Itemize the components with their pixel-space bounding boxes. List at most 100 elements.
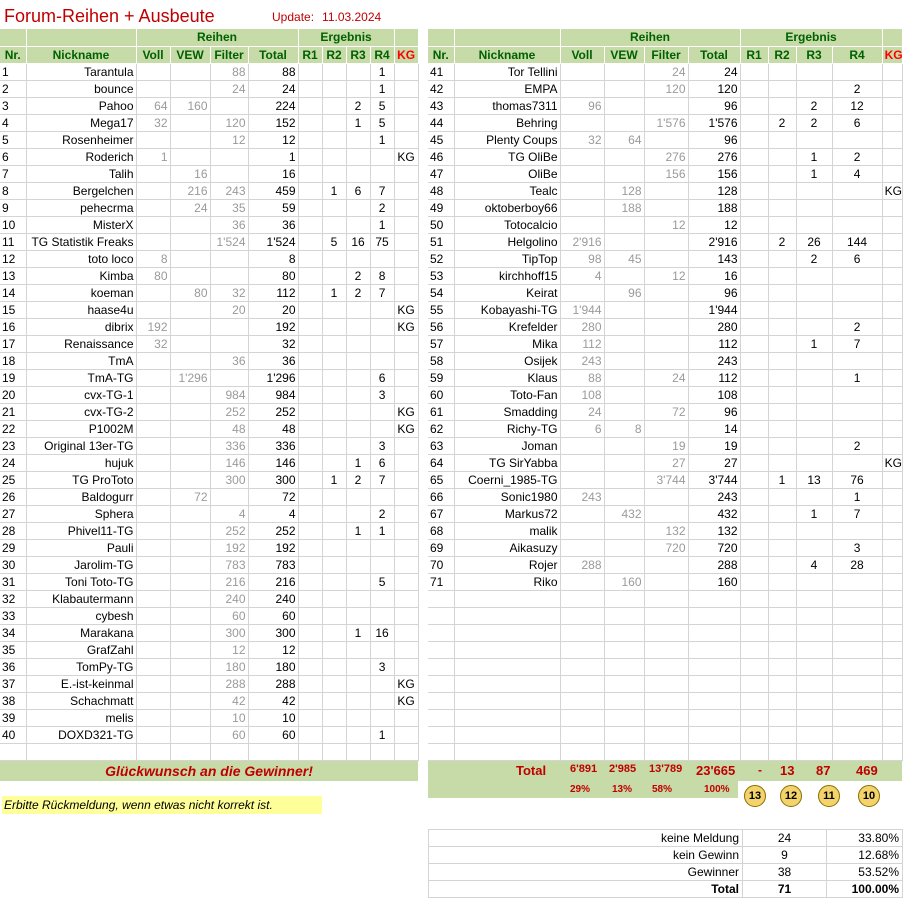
row-vew <box>170 318 211 336</box>
row-nickname: Marakana <box>26 624 137 642</box>
row-r1 <box>740 318 769 336</box>
row-r3 <box>346 675 371 693</box>
row-nickname: Renaissance <box>26 335 137 353</box>
row-nr: 33 <box>0 607 27 625</box>
col-r2: R2 <box>322 46 347 64</box>
row-kg <box>394 63 419 81</box>
totals-r2: 13 <box>780 763 795 778</box>
row-vew <box>170 233 211 251</box>
table-row: 40 DOXD321-TG 60 60 1 <box>0 726 419 744</box>
row-r1 <box>740 539 769 557</box>
row-r3 <box>346 539 371 557</box>
row-nickname: cybesh <box>26 607 137 625</box>
row-voll <box>136 284 171 302</box>
row-nr: 11 <box>0 233 27 251</box>
row-total: 27 <box>688 454 741 472</box>
row-total: 10 <box>248 709 299 727</box>
table-row: 19 TmA-TG 1'296 1'296 6 <box>0 369 419 387</box>
row-nr: 63 <box>428 437 455 455</box>
row-total: 36 <box>248 352 299 370</box>
row-nr: 62 <box>428 420 455 438</box>
row-r1 <box>298 420 323 438</box>
table-row: 28 Phivel11-TG 252 252 1 1 <box>0 522 419 540</box>
row-kg <box>394 369 419 387</box>
row-filter: 156 <box>644 165 689 183</box>
row-filter <box>644 488 689 506</box>
row-r3 <box>346 658 371 676</box>
row-r2 <box>322 573 347 591</box>
row-r1 <box>298 641 323 659</box>
row-r4 <box>370 148 395 166</box>
table-row: 23 Original 13er-TG 336 336 3 <box>0 437 419 455</box>
row-kg <box>882 199 903 217</box>
row-r4: 2 <box>832 437 883 455</box>
table-row: 15 haase4u 20 20 KG <box>0 301 419 319</box>
row-r2 <box>322 658 347 676</box>
row-kg: KG <box>882 454 903 472</box>
row-nickname: Aikasuzy <box>454 539 561 557</box>
table-row: 33 cybesh 60 60 <box>0 607 419 625</box>
row-r2 <box>322 131 347 149</box>
row-r4: 28 <box>832 556 883 574</box>
row-total: 240 <box>248 590 299 608</box>
row-filter: 36 <box>210 216 249 234</box>
row-kg <box>882 267 903 285</box>
table-row-empty <box>428 743 903 761</box>
row-total: 60 <box>248 607 299 625</box>
row-nr: 48 <box>428 182 455 200</box>
row-r2 <box>322 335 347 353</box>
row-r2 <box>768 403 797 421</box>
row-nr: 26 <box>0 488 27 506</box>
row-filter: 24 <box>644 63 689 81</box>
row-nickname: TG ProToto <box>26 471 137 489</box>
row-r1 <box>740 63 769 81</box>
row-vew <box>170 131 211 149</box>
row-r1 <box>740 80 769 98</box>
row-r4 <box>370 709 395 727</box>
table-row: 29 Pauli 192 192 <box>0 539 419 557</box>
summary-row: keine Meldung 24 33.80% <box>428 829 903 847</box>
row-total: 20 <box>248 301 299 319</box>
row-voll <box>136 573 171 591</box>
row-total: 16 <box>688 267 741 285</box>
row-total: 24 <box>248 80 299 98</box>
row-nickname: Osijek <box>454 352 561 370</box>
row-r1 <box>298 556 323 574</box>
trophy-10-icon: 10 <box>858 785 880 807</box>
row-r3 <box>346 556 371 574</box>
row-kg: KG <box>394 403 419 421</box>
row-voll <box>136 352 171 370</box>
row-r1 <box>298 148 323 166</box>
row-filter <box>644 250 689 268</box>
row-r2 <box>768 386 797 404</box>
row-vew <box>170 267 211 285</box>
row-kg <box>394 250 419 268</box>
row-nr: 6 <box>0 148 27 166</box>
row-r1 <box>298 80 323 98</box>
row-vew <box>170 403 211 421</box>
table-row: 60 Toto-Fan 108 108 <box>428 386 903 404</box>
row-vew: 80 <box>170 284 211 302</box>
row-r1 <box>298 590 323 608</box>
row-vew <box>604 386 645 404</box>
row-r4: 2 <box>832 80 883 98</box>
row-nickname: Plenty Coups <box>454 131 561 149</box>
row-vew <box>170 437 211 455</box>
row-kg <box>394 641 419 659</box>
col-nickname-right: Nickname <box>454 46 561 64</box>
row-filter: 12 <box>644 216 689 234</box>
row-voll <box>136 590 171 608</box>
ergebnis-header-right: Ergebnis <box>740 29 883 47</box>
summary-label: kein Gewinn <box>428 846 743 864</box>
table-row: 68 malik 132 132 <box>428 522 903 540</box>
row-vew <box>170 505 211 523</box>
row-voll: 280 <box>560 318 605 336</box>
row-r3: 2 <box>346 267 371 285</box>
table-row-empty <box>428 675 903 693</box>
row-r2 <box>322 63 347 81</box>
col-nr-right: Nr. <box>428 46 455 64</box>
trophy-11-icon: 11 <box>818 785 840 807</box>
row-r2 <box>322 505 347 523</box>
table-row: 66 Sonic1980 243 243 1 <box>428 488 903 506</box>
table-row: 51 Helgolino 2'916 2'916 2 26 144 <box>428 233 903 251</box>
